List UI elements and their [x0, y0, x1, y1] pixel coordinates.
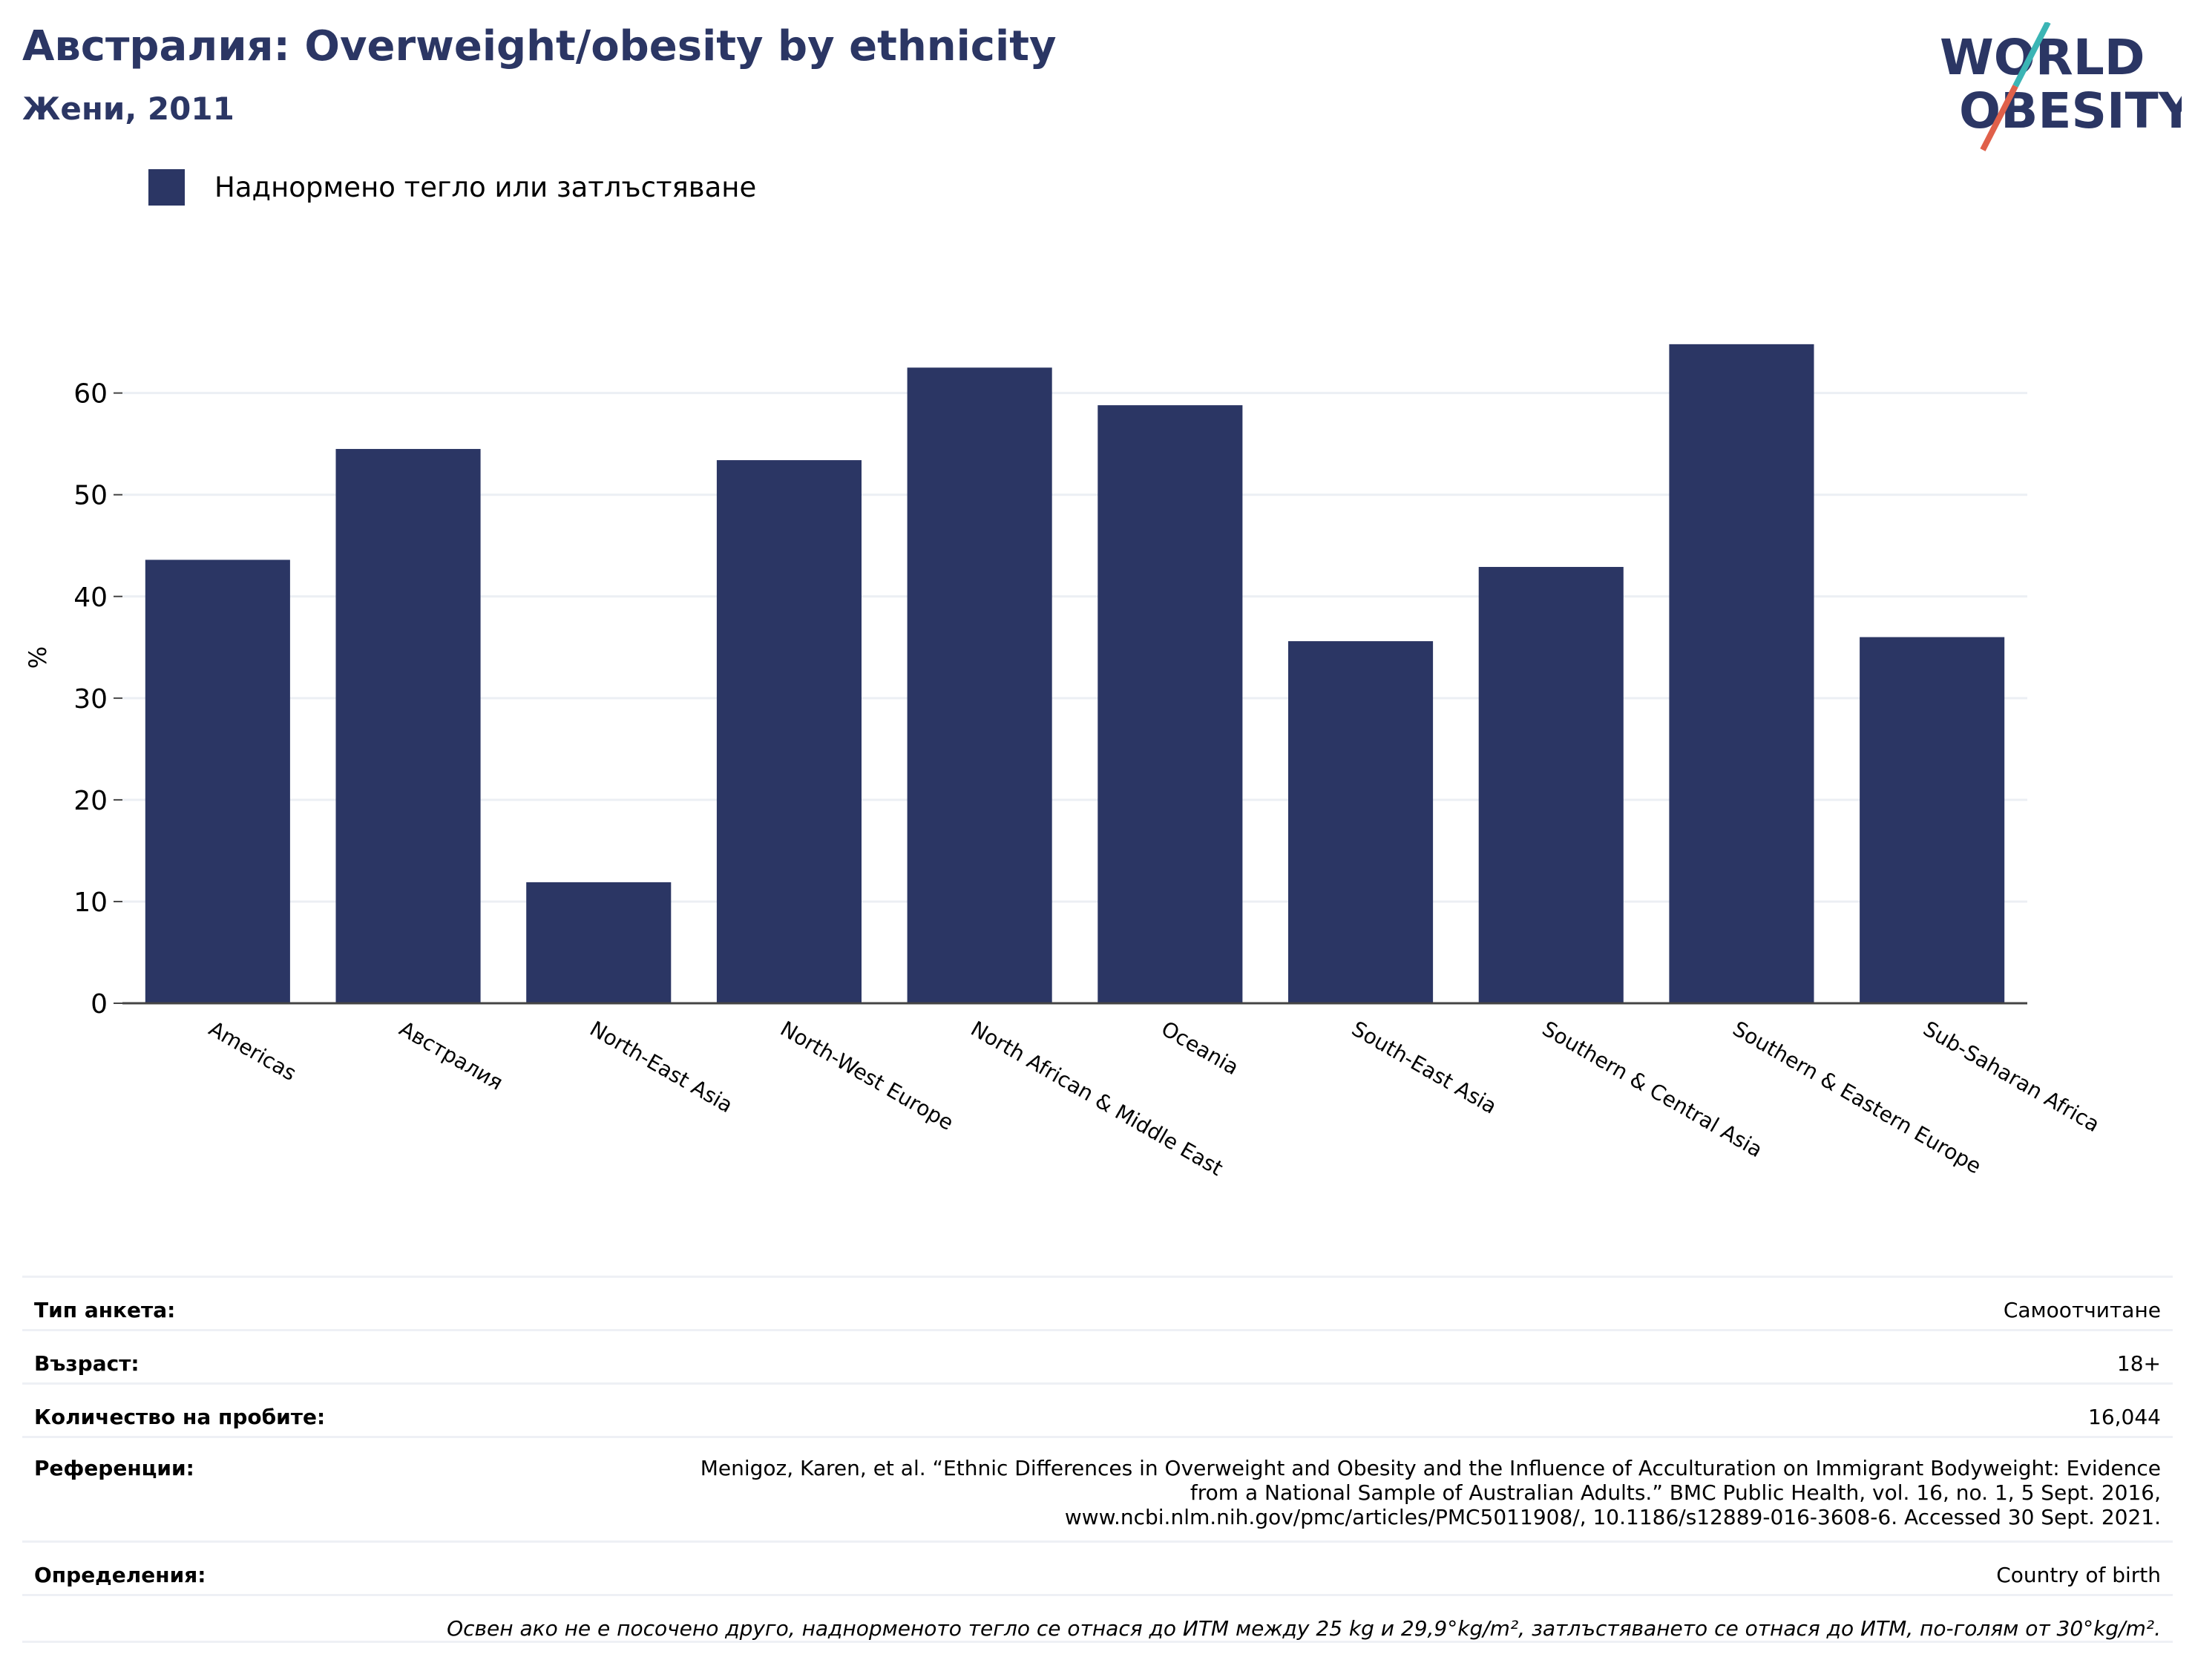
bar	[1669, 344, 1814, 1003]
y-tick-label: 10	[73, 887, 108, 918]
x-tick-label: Sub-Saharan Africa	[1919, 1016, 2104, 1137]
bar	[1098, 405, 1243, 1003]
info-row-age: Възраст: 18+	[22, 1329, 2173, 1384]
world-obesity-logo: WORLD OBESITY	[1940, 22, 2182, 151]
bar	[716, 460, 862, 1003]
y-tick-label: 50	[73, 481, 108, 511]
bar	[1288, 641, 1434, 1003]
references-label: Референции:	[22, 1436, 399, 1542]
age-value: 18+	[398, 1329, 2173, 1384]
x-tick-label: South-East Asia	[1348, 1016, 1501, 1118]
y-tick-label: 20	[73, 786, 108, 816]
info-row-definitions: Определения: Country of birth	[22, 1540, 2173, 1595]
info-row-survey-type: Тип анкета: Самоотчитане	[22, 1276, 2173, 1330]
chart-subtitle: Жени, 2011	[22, 91, 234, 127]
y-axis-label: %	[24, 646, 52, 669]
bar	[1478, 567, 1624, 1003]
logo-slash-teal	[2012, 22, 2051, 88]
x-tick-label: North-East Asia	[585, 1016, 737, 1118]
references-value: Menigoz, Karen, et al. “Ethnic Differenc…	[398, 1436, 2173, 1542]
survey-type-label: Тип анкета:	[22, 1276, 399, 1330]
y-tick-label: 60	[73, 379, 108, 410]
reference-line-3: www.ncbi.nlm.nih.gov/pmc/articles/PMC501…	[1064, 1505, 2161, 1529]
sample-value: 16,044	[398, 1382, 2173, 1437]
survey-type-value: Самоотчитане	[398, 1276, 2173, 1330]
survey-info-table: Тип анкета: Самоотчитане Възраст: 18+ Ко…	[22, 1276, 2173, 1643]
bar	[907, 367, 1052, 1004]
definitions-value: Country of birth	[398, 1540, 2173, 1595]
reference-line-2: from a National Sample of Australian Adu…	[1190, 1480, 2161, 1505]
x-tick-label: North-West Europe	[776, 1016, 958, 1135]
chart-title: Австралия: Overweight/obesity by ethnici…	[22, 22, 1057, 70]
age-label: Възраст:	[22, 1329, 399, 1384]
y-tick-label: 30	[73, 684, 108, 715]
legend-swatch	[148, 169, 185, 206]
bar	[145, 560, 290, 1003]
reference-line-1: Menigoz, Karen, et al. “Ethnic Differenc…	[700, 1456, 2161, 1480]
definition-note: Освен ако не е посочено друго, наднормен…	[22, 1594, 2173, 1643]
bar-chart: 0 10 20 30 40 50 60% Americas Австралия North-Eas…	[24, 344, 2104, 1181]
info-row-sample: Количество на пробите: 16,044	[22, 1382, 2173, 1437]
info-row-references: Референции: Menigoz, Karen, et al. “Ethn…	[22, 1436, 2173, 1542]
x-tick-label: Americas	[205, 1016, 301, 1086]
bar	[335, 449, 481, 1003]
x-tick-label: Австралия	[396, 1016, 508, 1095]
x-tick-label: Oceania	[1157, 1016, 1243, 1080]
legend-label: Наднормено тегло или затлъстяване	[214, 171, 757, 203]
bar	[1860, 637, 2005, 1003]
y-tick-label: 0	[91, 989, 108, 1020]
y-tick-label: 40	[73, 583, 108, 613]
definitions-label: Определения:	[22, 1540, 399, 1595]
info-row-note: Освен ако не е посочено друго, наднормен…	[22, 1594, 2173, 1643]
logo-slash-red	[1980, 85, 2018, 151]
bar	[526, 882, 672, 1003]
sample-label: Количество на пробите:	[22, 1382, 399, 1437]
chart-legend: Наднормено тегло или затлъстяване	[148, 169, 756, 206]
